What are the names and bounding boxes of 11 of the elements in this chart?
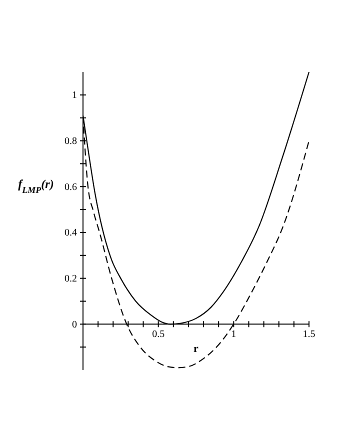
y-tick-label: 0.2 [64,274,77,285]
x-tick-label: 0.5 [152,329,165,340]
x-axis-title: r [194,343,199,355]
y-tick-label: 1 [72,90,77,102]
y-tick-label: 0.4 [64,228,77,239]
x-tick-label: 1 [231,329,236,340]
y-tick-label: 0 [72,319,77,330]
x-tick-label: 1.5 [302,329,316,340]
y-tick-label: 0.6 [64,182,77,193]
y-axis-title: f$_{LMP}$(r) [18,177,54,195]
y-tick-label: 0.8 [64,136,77,147]
